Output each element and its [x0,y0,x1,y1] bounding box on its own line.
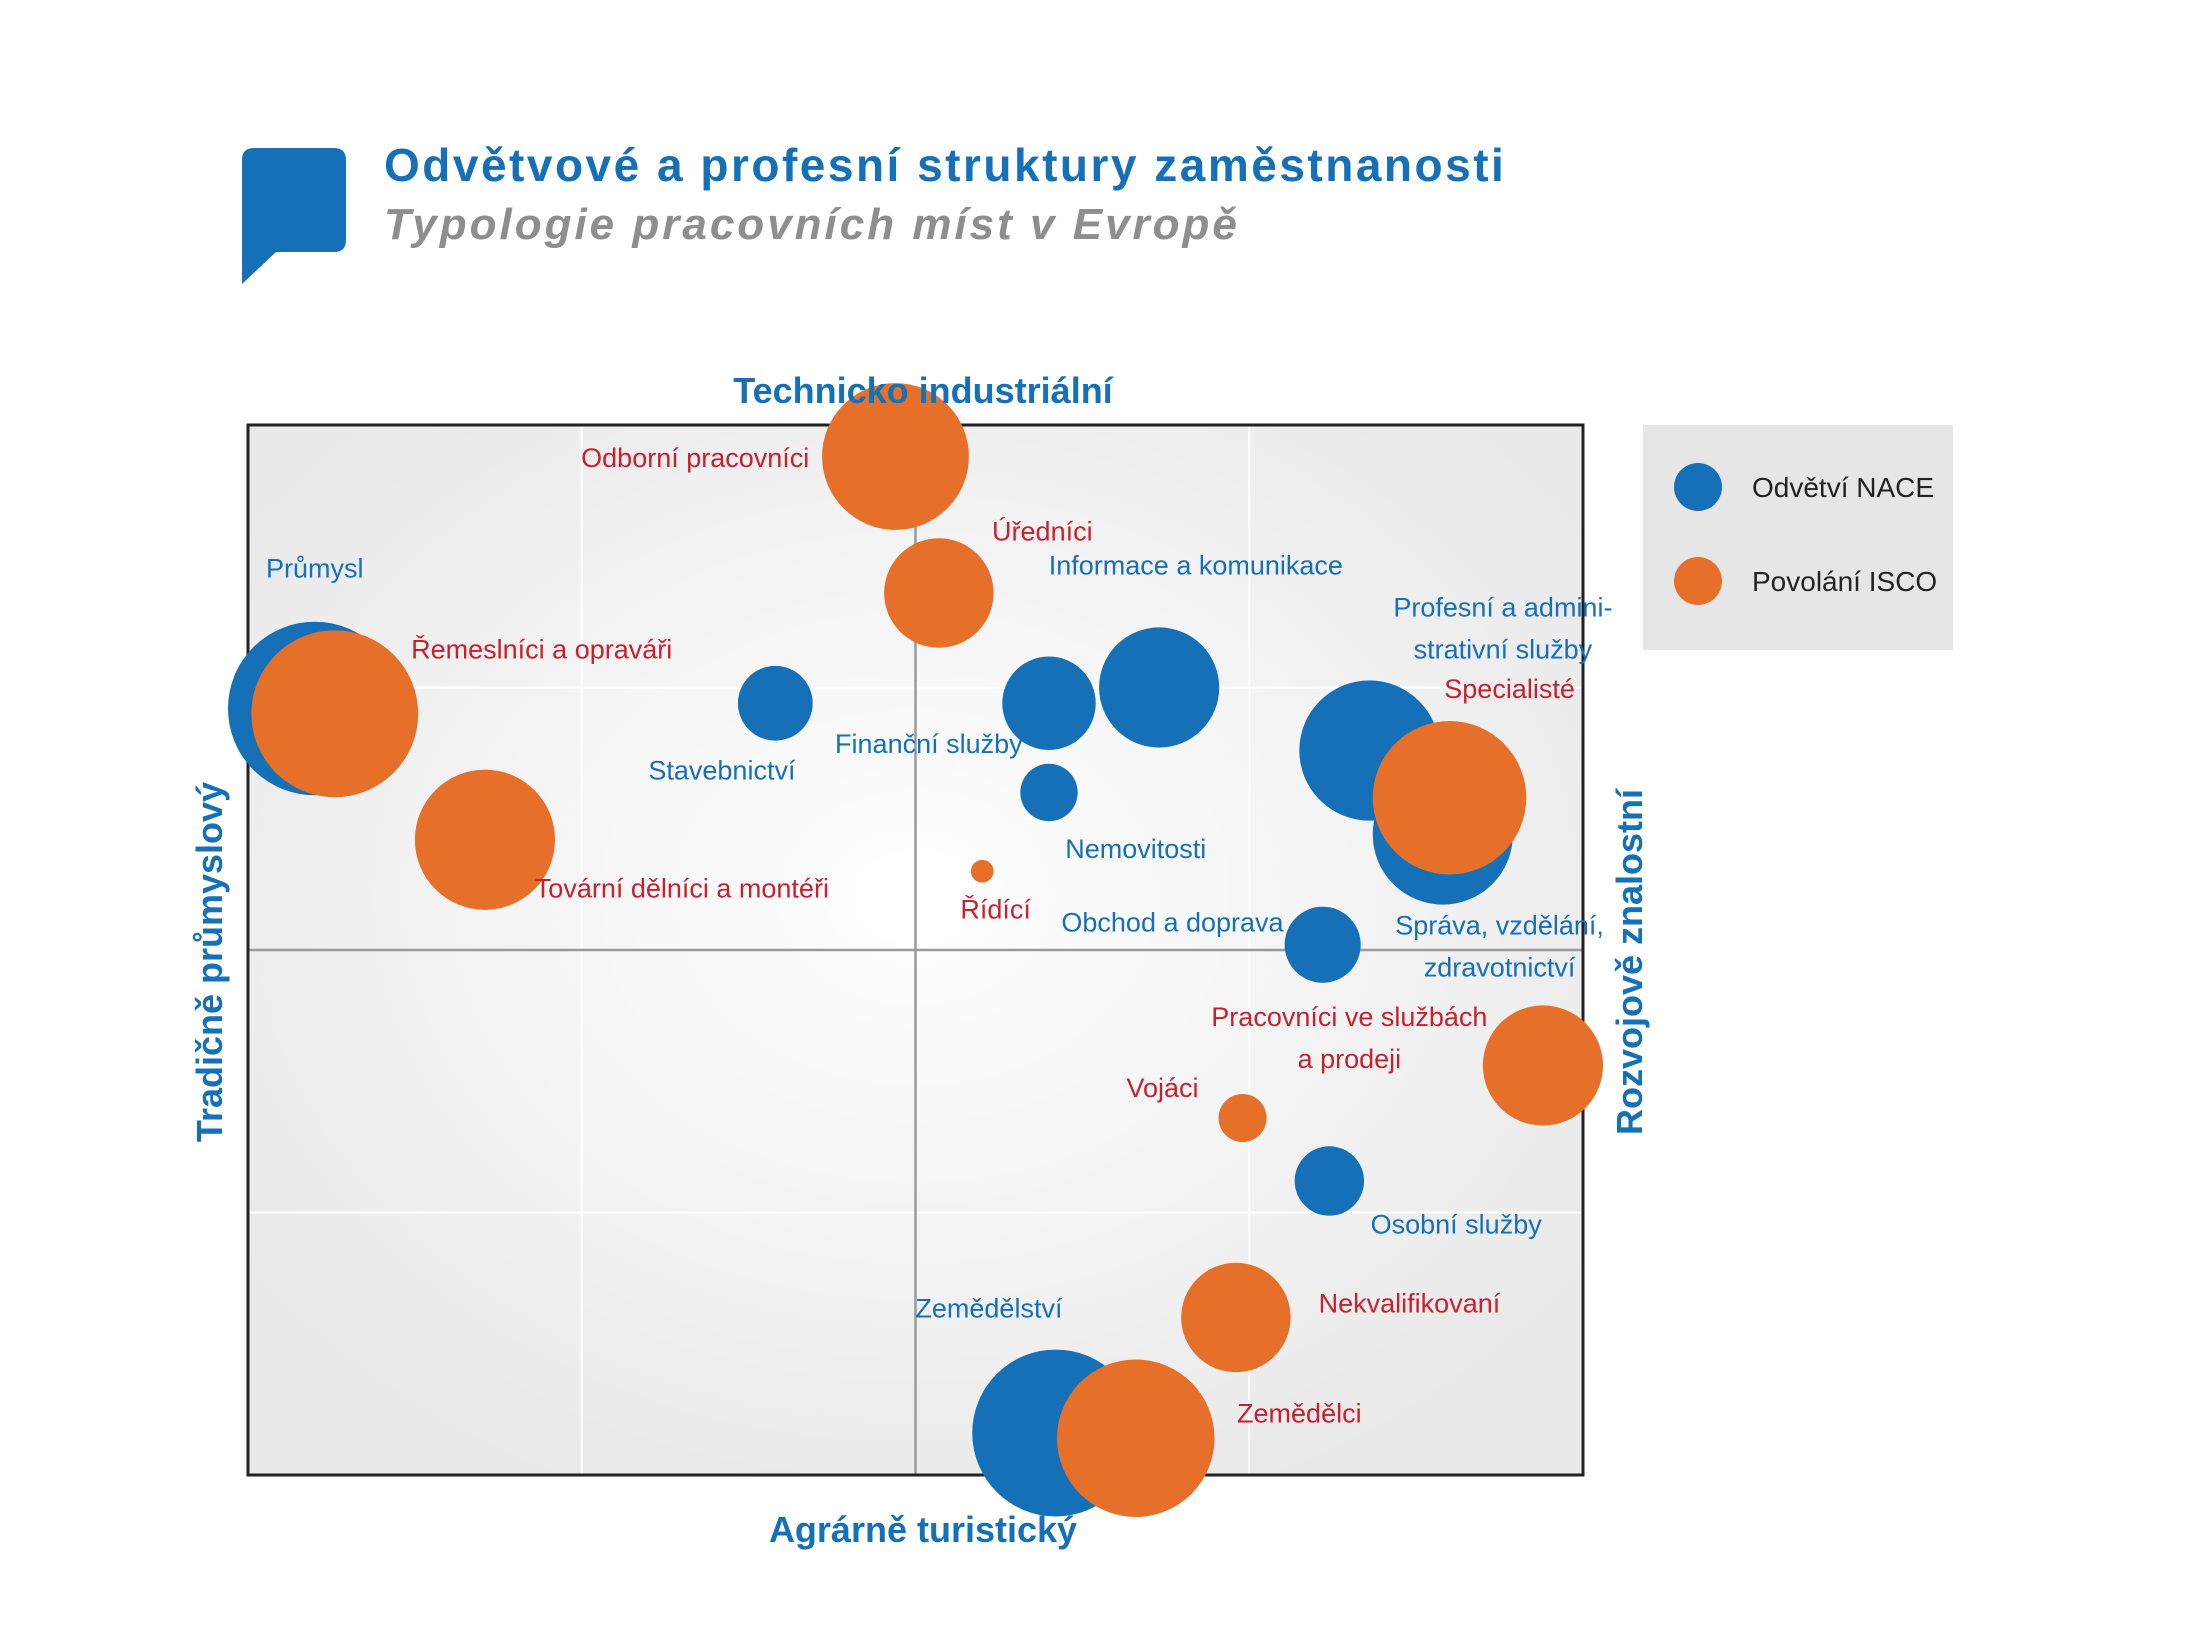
point-label: Úředníci [992,516,1093,547]
bubble-isco [414,769,556,910]
bubble-isco [822,383,969,530]
legend-box [1643,425,1953,650]
bubble-nace [1099,627,1220,748]
legend-label-isco: Povolání ISCO [1752,566,1937,597]
chart-subtitle: Typologie pracovních míst v Evropě [384,200,1240,249]
axis-labels: Technicko industriální Agrárně turistick… [189,370,1650,1550]
point-label: Specialisté [1444,674,1575,704]
point-label: Finanční služby [835,729,1023,759]
axis-label-top: Technicko industriální [733,370,1113,411]
point-label: Odborní pracovníci [581,443,809,473]
axis-label-left: Tradičně průmyslový [189,782,230,1142]
point-label: Řídící [960,894,1031,925]
point-label: Nemovitosti [1065,834,1206,864]
point-label: Profesní a admini- [1393,593,1612,623]
speech-bubble-icon [242,148,346,284]
point-label: Zemědělství [915,1294,1063,1324]
bubble-isco [1181,1262,1291,1373]
point-label: Průmysl [266,553,364,583]
point-label: Tovární dělníci a montéři [535,874,829,904]
bubble-isco [884,538,994,648]
legend-label-nace: Odvětví NACE [1752,472,1934,503]
point-label: Řemeslníci a opraváři [411,634,672,665]
point-label: Zemědělci [1237,1399,1362,1429]
bubble-nace [737,665,813,741]
axis-label-bottom: Agrárně turistický [769,1509,1077,1550]
bubble-nace [1002,656,1096,750]
legend-swatch-isco [1674,557,1722,605]
axis-label-right: Rozvojově znalostní [1609,788,1650,1135]
point-label: zdravotnictví [1424,952,1576,982]
point-label: Vojáci [1126,1073,1198,1103]
bubble-nace [1284,906,1361,983]
point-label: Obchod a doprava [1061,908,1284,938]
legend: Odvětví NACE Povolání ISCO [1643,425,1953,650]
point-label: Stavebnictví [648,755,796,785]
bubble-isco [1482,1005,1604,1126]
point-label: a prodeji [1298,1044,1402,1074]
bubble-nace [1294,1146,1365,1216]
bubble-isco [1218,1093,1267,1143]
point-labels: Průmysl Stavebnictví Finanční služby Inform… [266,443,1612,1429]
bubble-nace [1020,763,1078,822]
bubble-isco [1057,1359,1215,1518]
point-label: Osobní služby [1371,1210,1543,1240]
bubbles [227,383,1604,1518]
point-label: Nekvalifikovaní [1319,1288,1501,1318]
point-label: Správa, vzdělání, [1395,910,1604,940]
bubble-isco [970,859,994,883]
point-label: Pracovníci ve službách [1211,1002,1487,1032]
point-label: strativní služby [1414,635,1593,665]
point-label: Informace a komunikace [1049,551,1343,581]
legend-swatch-nace [1674,463,1722,511]
bubble-isco [251,630,419,798]
chart-title: Odvětvové a profesní struktury zaměstnan… [384,139,1507,191]
bubble-isco [1372,720,1527,875]
